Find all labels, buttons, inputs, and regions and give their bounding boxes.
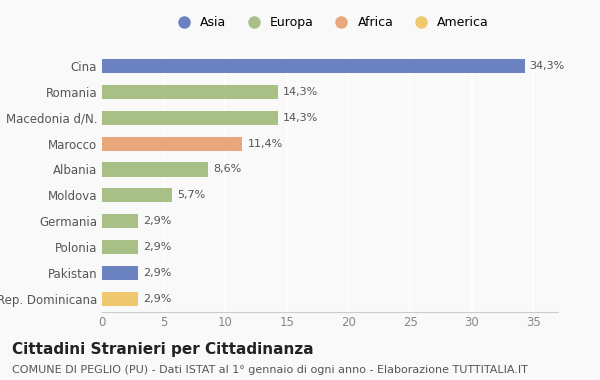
Text: 5,7%: 5,7% <box>177 190 205 200</box>
Text: 2,9%: 2,9% <box>143 268 171 278</box>
Bar <box>102 162 208 177</box>
Bar <box>102 136 242 151</box>
Bar <box>102 59 525 73</box>
Bar <box>102 240 138 254</box>
Text: 34,3%: 34,3% <box>530 61 565 71</box>
Bar <box>102 214 138 228</box>
Text: 2,9%: 2,9% <box>143 294 171 304</box>
Text: 14,3%: 14,3% <box>283 87 319 97</box>
Bar <box>102 111 278 125</box>
Bar <box>102 85 278 99</box>
Text: 11,4%: 11,4% <box>247 139 283 149</box>
Text: 14,3%: 14,3% <box>283 113 319 123</box>
Text: Cittadini Stranieri per Cittadinanza: Cittadini Stranieri per Cittadinanza <box>12 342 314 357</box>
Bar <box>102 188 172 203</box>
Text: 2,9%: 2,9% <box>143 242 171 252</box>
Text: 2,9%: 2,9% <box>143 216 171 226</box>
Bar <box>102 266 138 280</box>
Text: COMUNE DI PEGLIO (PU) - Dati ISTAT al 1° gennaio di ogni anno - Elaborazione TUT: COMUNE DI PEGLIO (PU) - Dati ISTAT al 1°… <box>12 365 528 375</box>
Text: 8,6%: 8,6% <box>213 165 241 174</box>
Legend: Asia, Europa, Africa, America: Asia, Europa, Africa, America <box>166 11 494 34</box>
Bar <box>102 291 138 306</box>
